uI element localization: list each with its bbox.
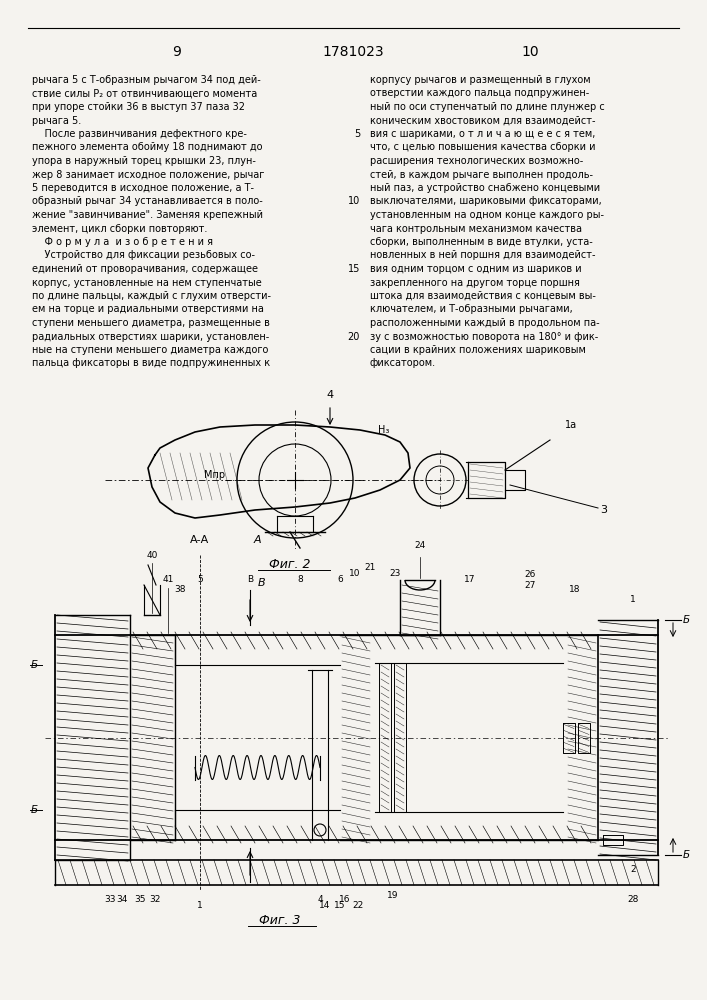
Text: ный по оси ступенчатый по длине плунжер с: ный по оси ступенчатый по длине плунжер … bbox=[370, 102, 604, 112]
Text: сборки, выполненным в виде втулки, уста-: сборки, выполненным в виде втулки, уста- bbox=[370, 237, 592, 247]
Text: 14: 14 bbox=[320, 900, 331, 910]
Text: 38: 38 bbox=[174, 585, 186, 594]
Text: корпусу рычагов и размещенный в глухом: корпусу рычагов и размещенный в глухом bbox=[370, 75, 590, 85]
Text: Фиг. 3: Фиг. 3 bbox=[259, 914, 300, 926]
Text: 24: 24 bbox=[414, 540, 426, 550]
Text: 5: 5 bbox=[197, 576, 203, 584]
Text: новленных в ней поршня для взаимодейст-: новленных в ней поршня для взаимодейст- bbox=[370, 250, 595, 260]
Text: 9: 9 bbox=[173, 45, 182, 59]
Text: 5: 5 bbox=[354, 129, 360, 139]
Text: 4: 4 bbox=[317, 896, 323, 904]
Text: ключателем, и Т-образными рычагами,: ключателем, и Т-образными рычагами, bbox=[370, 304, 573, 314]
Text: 1: 1 bbox=[630, 595, 636, 604]
Text: После развинчивания дефектного кре-: После развинчивания дефектного кре- bbox=[32, 129, 247, 139]
Text: рычага 5.: рычага 5. bbox=[32, 115, 81, 125]
Text: ные на ступени меньшего диаметра каждого: ные на ступени меньшего диаметра каждого bbox=[32, 345, 269, 355]
Text: стей, в каждом рычаге выполнен продоль-: стей, в каждом рычаге выполнен продоль- bbox=[370, 169, 593, 180]
Text: упора в наружный торец крышки 23, плун-: упора в наружный торец крышки 23, плун- bbox=[32, 156, 256, 166]
Text: жер 8 занимает исходное положение, рычаг: жер 8 занимает исходное положение, рычаг bbox=[32, 169, 264, 180]
Text: закрепленного на другом торце поршня: закрепленного на другом торце поршня bbox=[370, 277, 580, 288]
Text: 35: 35 bbox=[134, 896, 146, 904]
Text: 21: 21 bbox=[364, 562, 375, 572]
Text: установленным на одном конце каждого ры-: установленным на одном конце каждого ры- bbox=[370, 210, 604, 220]
Text: 22: 22 bbox=[352, 900, 363, 910]
Text: Б: Б bbox=[683, 615, 690, 625]
Text: Мпр: Мпр bbox=[204, 470, 225, 480]
Text: 1а: 1а bbox=[565, 420, 577, 430]
Text: 1781023: 1781023 bbox=[322, 45, 384, 59]
Text: зу с возможностью поворота на 180° и фик-: зу с возможностью поворота на 180° и фик… bbox=[370, 332, 598, 342]
Text: рычага 5 с Т-образным рычагом 34 под дей-: рычага 5 с Т-образным рычагом 34 под дей… bbox=[32, 75, 261, 85]
Text: Ф о р м у л а  и з о б р е т е н и я: Ф о р м у л а и з о б р е т е н и я bbox=[32, 237, 213, 247]
Text: 19: 19 bbox=[387, 890, 399, 900]
Text: жение "завинчивание". Заменяя крепежный: жение "завинчивание". Заменяя крепежный bbox=[32, 210, 263, 220]
Text: штока для взаимодействия с концевым вы-: штока для взаимодействия с концевым вы- bbox=[370, 291, 596, 301]
Text: 33: 33 bbox=[104, 896, 116, 904]
Text: 32: 32 bbox=[149, 896, 160, 904]
Text: что, с целью повышения качества сборки и: что, с целью повышения качества сборки и bbox=[370, 142, 595, 152]
Text: 18: 18 bbox=[569, 585, 580, 594]
Text: 15: 15 bbox=[348, 264, 360, 274]
Text: вия одним торцом с одним из шариков и: вия одним торцом с одним из шариков и bbox=[370, 264, 582, 274]
Text: 15: 15 bbox=[334, 900, 346, 910]
Text: A: A bbox=[253, 535, 261, 545]
Text: вия с шариками, о т л и ч а ю щ е е с я тем,: вия с шариками, о т л и ч а ю щ е е с я … bbox=[370, 129, 595, 139]
Text: 17: 17 bbox=[464, 576, 476, 584]
Text: коническим хвостовиком для взаимодейст-: коническим хвостовиком для взаимодейст- bbox=[370, 115, 595, 125]
Text: 23: 23 bbox=[390, 568, 401, 578]
Text: 2: 2 bbox=[630, 865, 636, 874]
Text: 4: 4 bbox=[327, 390, 334, 400]
Text: ем на торце и радиальными отверстиями на: ем на торце и радиальными отверстиями на bbox=[32, 304, 264, 314]
Text: пальца фиксаторы в виде подпружиненных к: пальца фиксаторы в виде подпружиненных к bbox=[32, 359, 270, 368]
Text: при упоре стойки 36 в выступ 37 паза 32: при упоре стойки 36 в выступ 37 паза 32 bbox=[32, 102, 245, 112]
Text: ный паз, а устройство снабжено концевыми: ный паз, а устройство снабжено концевыми bbox=[370, 183, 600, 193]
Text: сации в крайних положениях шариковым: сации в крайних положениях шариковым bbox=[370, 345, 586, 355]
Text: выключателями, шариковыми фиксаторами,: выключателями, шариковыми фиксаторами, bbox=[370, 196, 602, 207]
Text: ствие силы P₂ от отвинчивающего момента: ствие силы P₂ от отвинчивающего момента bbox=[32, 89, 257, 99]
Text: 20: 20 bbox=[348, 332, 360, 342]
Text: 16: 16 bbox=[339, 896, 351, 904]
Text: Н₃: Н₃ bbox=[378, 425, 390, 435]
Text: 28: 28 bbox=[627, 896, 638, 904]
Text: 40: 40 bbox=[146, 550, 158, 560]
Text: Фиг. 2: Фиг. 2 bbox=[269, 558, 311, 572]
Text: 5 переводится в исходное положение, а Т-: 5 переводится в исходное положение, а Т- bbox=[32, 183, 254, 193]
Text: Устройство для фиксации резьбовых со-: Устройство для фиксации резьбовых со- bbox=[32, 250, 255, 260]
Text: Б: Б bbox=[31, 660, 38, 670]
Text: отверстии каждого пальца подпружинен-: отверстии каждого пальца подпружинен- bbox=[370, 89, 589, 99]
Text: чага контрольным механизмом качества: чага контрольным механизмом качества bbox=[370, 224, 582, 233]
Text: 3: 3 bbox=[600, 505, 607, 515]
Text: 10: 10 bbox=[348, 196, 360, 207]
Text: расширения технологических возможно-: расширения технологических возможно- bbox=[370, 156, 583, 166]
Text: Б: Б bbox=[683, 850, 690, 860]
Text: А-А: А-А bbox=[190, 535, 209, 545]
Text: 26
27: 26 27 bbox=[525, 570, 536, 590]
Text: фиксатором.: фиксатором. bbox=[370, 359, 436, 368]
Text: корпус, установленные на нем ступенчатые: корпус, установленные на нем ступенчатые bbox=[32, 277, 262, 288]
Text: по длине пальцы, каждый с глухим отверсти-: по длине пальцы, каждый с глухим отверст… bbox=[32, 291, 271, 301]
Text: элемент, цикл сборки повторяют.: элемент, цикл сборки повторяют. bbox=[32, 224, 207, 233]
Text: ступени меньшего диаметра, размещенные в: ступени меньшего диаметра, размещенные в bbox=[32, 318, 270, 328]
Text: образный рычаг 34 устанавливается в поло-: образный рычаг 34 устанавливается в поло… bbox=[32, 196, 263, 207]
Text: 10: 10 bbox=[349, 568, 361, 578]
Text: В: В bbox=[247, 576, 253, 584]
Text: единений от проворачивания, содержащее: единений от проворачивания, содержащее bbox=[32, 264, 258, 274]
Text: 10: 10 bbox=[521, 45, 539, 59]
Text: 8: 8 bbox=[297, 576, 303, 584]
Text: 41: 41 bbox=[163, 576, 174, 584]
Text: Б: Б bbox=[31, 805, 38, 815]
Text: В: В bbox=[258, 578, 266, 588]
Text: 34: 34 bbox=[117, 896, 128, 904]
Text: 6: 6 bbox=[337, 576, 343, 584]
Text: радиальных отверстиях шарики, установлен-: радиальных отверстиях шарики, установлен… bbox=[32, 332, 269, 342]
Text: 1: 1 bbox=[197, 900, 203, 910]
Text: расположенными каждый в продольном па-: расположенными каждый в продольном па- bbox=[370, 318, 600, 328]
Text: пежного элемента обойму 18 поднимают до: пежного элемента обойму 18 поднимают до bbox=[32, 142, 262, 152]
